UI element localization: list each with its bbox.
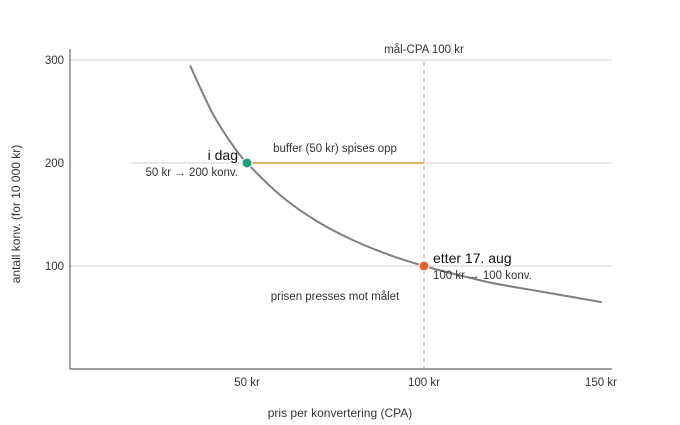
marker-after-detail: 100 kr → 100 konv. bbox=[433, 270, 532, 282]
y-axis-label: antall konv. (for 10 000 kr) bbox=[9, 145, 23, 284]
marker-today bbox=[241, 157, 253, 169]
y-tick-label: 300 bbox=[45, 55, 64, 67]
x-tick-label: 50 kr bbox=[234, 377, 260, 389]
y-tick-label: 100 bbox=[45, 261, 64, 273]
marker-layer bbox=[241, 157, 430, 272]
marker-after-title: etter 17. aug bbox=[433, 250, 512, 266]
x-axis-label: pris per konvertering (CPA) bbox=[268, 406, 413, 420]
series-layer bbox=[189, 65, 602, 304]
buffer-label: buffer (50 kr) spises opp bbox=[273, 143, 397, 155]
axes bbox=[69, 49, 612, 370]
x-tick-label: 150 kr bbox=[585, 377, 617, 389]
reference-line-label: mål-CPA 100 kr bbox=[384, 44, 464, 56]
marker-today-detail: 50 kr → 200 konv. bbox=[146, 167, 238, 179]
x-tick-label: 100 kr bbox=[408, 377, 440, 389]
y-tick-label: 200 bbox=[45, 158, 64, 170]
reference-layer bbox=[247, 62, 425, 369]
pressure-annotation: prisen presses mot målet bbox=[271, 291, 400, 303]
tick-labels: 100 200 300 50 kr 100 kr 150 kr bbox=[45, 55, 617, 389]
marker-after bbox=[418, 260, 430, 272]
series-line-0 bbox=[189, 65, 602, 304]
marker-today-title: i dag bbox=[208, 147, 238, 163]
